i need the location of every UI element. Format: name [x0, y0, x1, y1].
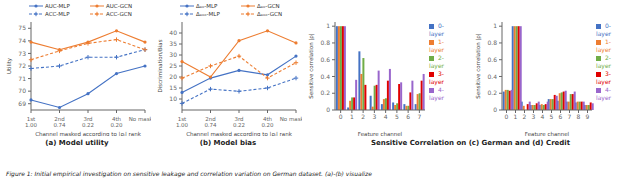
svg-text:15: 15: [169, 84, 177, 91]
svg-text:0.6: 0.6: [487, 56, 497, 63]
html-text:3-layer: 3-layer: [429, 70, 445, 85]
svg-text:Sensitive correlation |ρ|: Sensitive correlation |ρ|: [475, 33, 482, 98]
svg-text:6: 6: [406, 113, 410, 120]
html-text:0-layer: 0-layer: [429, 22, 445, 37]
html-text:0-layer: 0-layer: [596, 22, 612, 37]
svg-text:70: 70: [18, 87, 26, 94]
svg-text:0.4: 0.4: [320, 73, 330, 80]
svg-text:40: 40: [169, 29, 177, 36]
svg-text:0.2: 0.2: [320, 89, 330, 96]
html-text:Δₑₒ-GCN: Δₑₒ-GCN: [257, 3, 280, 9]
svg-text:72: 72: [18, 62, 26, 69]
svg-text:0: 0: [326, 106, 330, 113]
svg-text:3: 3: [372, 113, 376, 120]
svg-text:10: 10: [169, 95, 177, 102]
html-text:1-layer: 1-layer: [596, 38, 612, 53]
svg-text:4: 4: [384, 113, 388, 120]
html-text:ACC-GCN: ACC-GCN: [106, 11, 132, 17]
svg-text:3: 3: [532, 113, 536, 120]
html-text:Δₑₒₒ-MLP: Δₑₒₒ-MLP: [196, 11, 220, 17]
svg-text:0: 0: [493, 106, 497, 113]
svg-text:25: 25: [169, 62, 177, 69]
html-text:4-layer: 4-layer: [596, 86, 612, 101]
svg-text:5: 5: [550, 113, 554, 120]
svg-text:20: 20: [169, 73, 177, 80]
svg-text:30: 30: [169, 51, 177, 58]
svg-text:Sensitive correlation |ρ|: Sensitive correlation |ρ|: [308, 33, 315, 98]
svg-text:Feature channel: Feature channel: [525, 131, 570, 136]
html-text:ACC-MLP: ACC-MLP: [45, 11, 70, 17]
svg-text:No masking: No masking: [129, 116, 151, 123]
html-text:2-layer: 2-layer: [429, 54, 445, 69]
svg-text:1st1.00: 1st1.00: [25, 116, 38, 128]
svg-text:6: 6: [559, 113, 563, 120]
svg-text:7: 7: [568, 113, 572, 120]
html-text:Figure 1: Initial empirical in: Figure 1: Initial empirical investigatio…: [6, 170, 372, 177]
html-text:(b) Model bias: (b) Model bias: [199, 139, 257, 147]
html-text:AUC-MLP: AUC-MLP: [45, 3, 70, 9]
svg-text:1: 1: [350, 113, 354, 120]
svg-text:2nd0.74: 2nd0.74: [204, 116, 217, 128]
svg-text:0.8: 0.8: [320, 39, 330, 46]
svg-text:3rd0.22: 3rd0.22: [82, 116, 94, 128]
svg-text:69: 69: [18, 100, 26, 107]
svg-text:Discrimination/Bias: Discrimination/Bias: [157, 39, 163, 92]
html-text:Δₑₒₒ-GCN: Δₑₒₒ-GCN: [257, 11, 282, 17]
html-text:Sensitive Correlation on (c) G: Sensitive Correlation on (c) German and …: [370, 139, 571, 147]
svg-text:1st1.00: 1st1.00: [176, 116, 189, 128]
svg-text:8: 8: [577, 113, 581, 120]
html-text:(a) Model utility: (a) Model utility: [45, 139, 109, 147]
svg-text:1: 1: [514, 113, 518, 120]
html-text:4-layer: 4-layer: [429, 86, 445, 101]
svg-text:0.6: 0.6: [320, 56, 330, 63]
svg-text:0: 0: [505, 113, 509, 120]
html-text:2-layer: 2-layer: [596, 54, 612, 69]
html-text:AUC-GCN: AUC-GCN: [106, 3, 132, 9]
svg-text:0.2: 0.2: [487, 89, 497, 96]
svg-text:3rd0.22: 3rd0.22: [233, 116, 245, 128]
svg-text:2: 2: [361, 113, 365, 120]
svg-text:4th0.20: 4th0.20: [261, 116, 274, 128]
svg-text:74: 74: [18, 37, 26, 44]
svg-text:5: 5: [395, 113, 399, 120]
svg-text:75: 75: [18, 24, 26, 31]
html-text:1-layer: 1-layer: [429, 38, 445, 53]
svg-text:Channel masked according to |ρ: Channel masked according to |ρᵢ| rank: [186, 131, 293, 136]
html-text:Δₑₒ-MLP: Δₑₒ-MLP: [196, 3, 218, 9]
svg-text:2nd0.74: 2nd0.74: [53, 116, 66, 128]
svg-text:73: 73: [18, 50, 26, 57]
svg-text:1: 1: [493, 22, 497, 29]
svg-text:7: 7: [417, 113, 421, 120]
svg-text:4th0.20: 4th0.20: [110, 116, 123, 128]
svg-text:Feature channel: Feature channel: [358, 131, 403, 136]
svg-text:4: 4: [541, 113, 545, 120]
svg-text:9: 9: [586, 113, 590, 120]
svg-text:1: 1: [326, 22, 330, 29]
svg-text:2: 2: [523, 113, 527, 120]
svg-text:Utility: Utility: [6, 57, 13, 74]
svg-text:0: 0: [339, 113, 343, 120]
svg-text:0.4: 0.4: [487, 73, 497, 80]
svg-text:71: 71: [18, 75, 26, 82]
svg-text:Channel masked according to |ρ: Channel masked according to |ρᵢ| rank: [35, 131, 142, 136]
svg-text:35: 35: [169, 40, 177, 47]
html-text:3-layer: 3-layer: [596, 70, 612, 85]
svg-text:0.8: 0.8: [487, 39, 497, 46]
svg-text:No masking: No masking: [280, 116, 302, 123]
